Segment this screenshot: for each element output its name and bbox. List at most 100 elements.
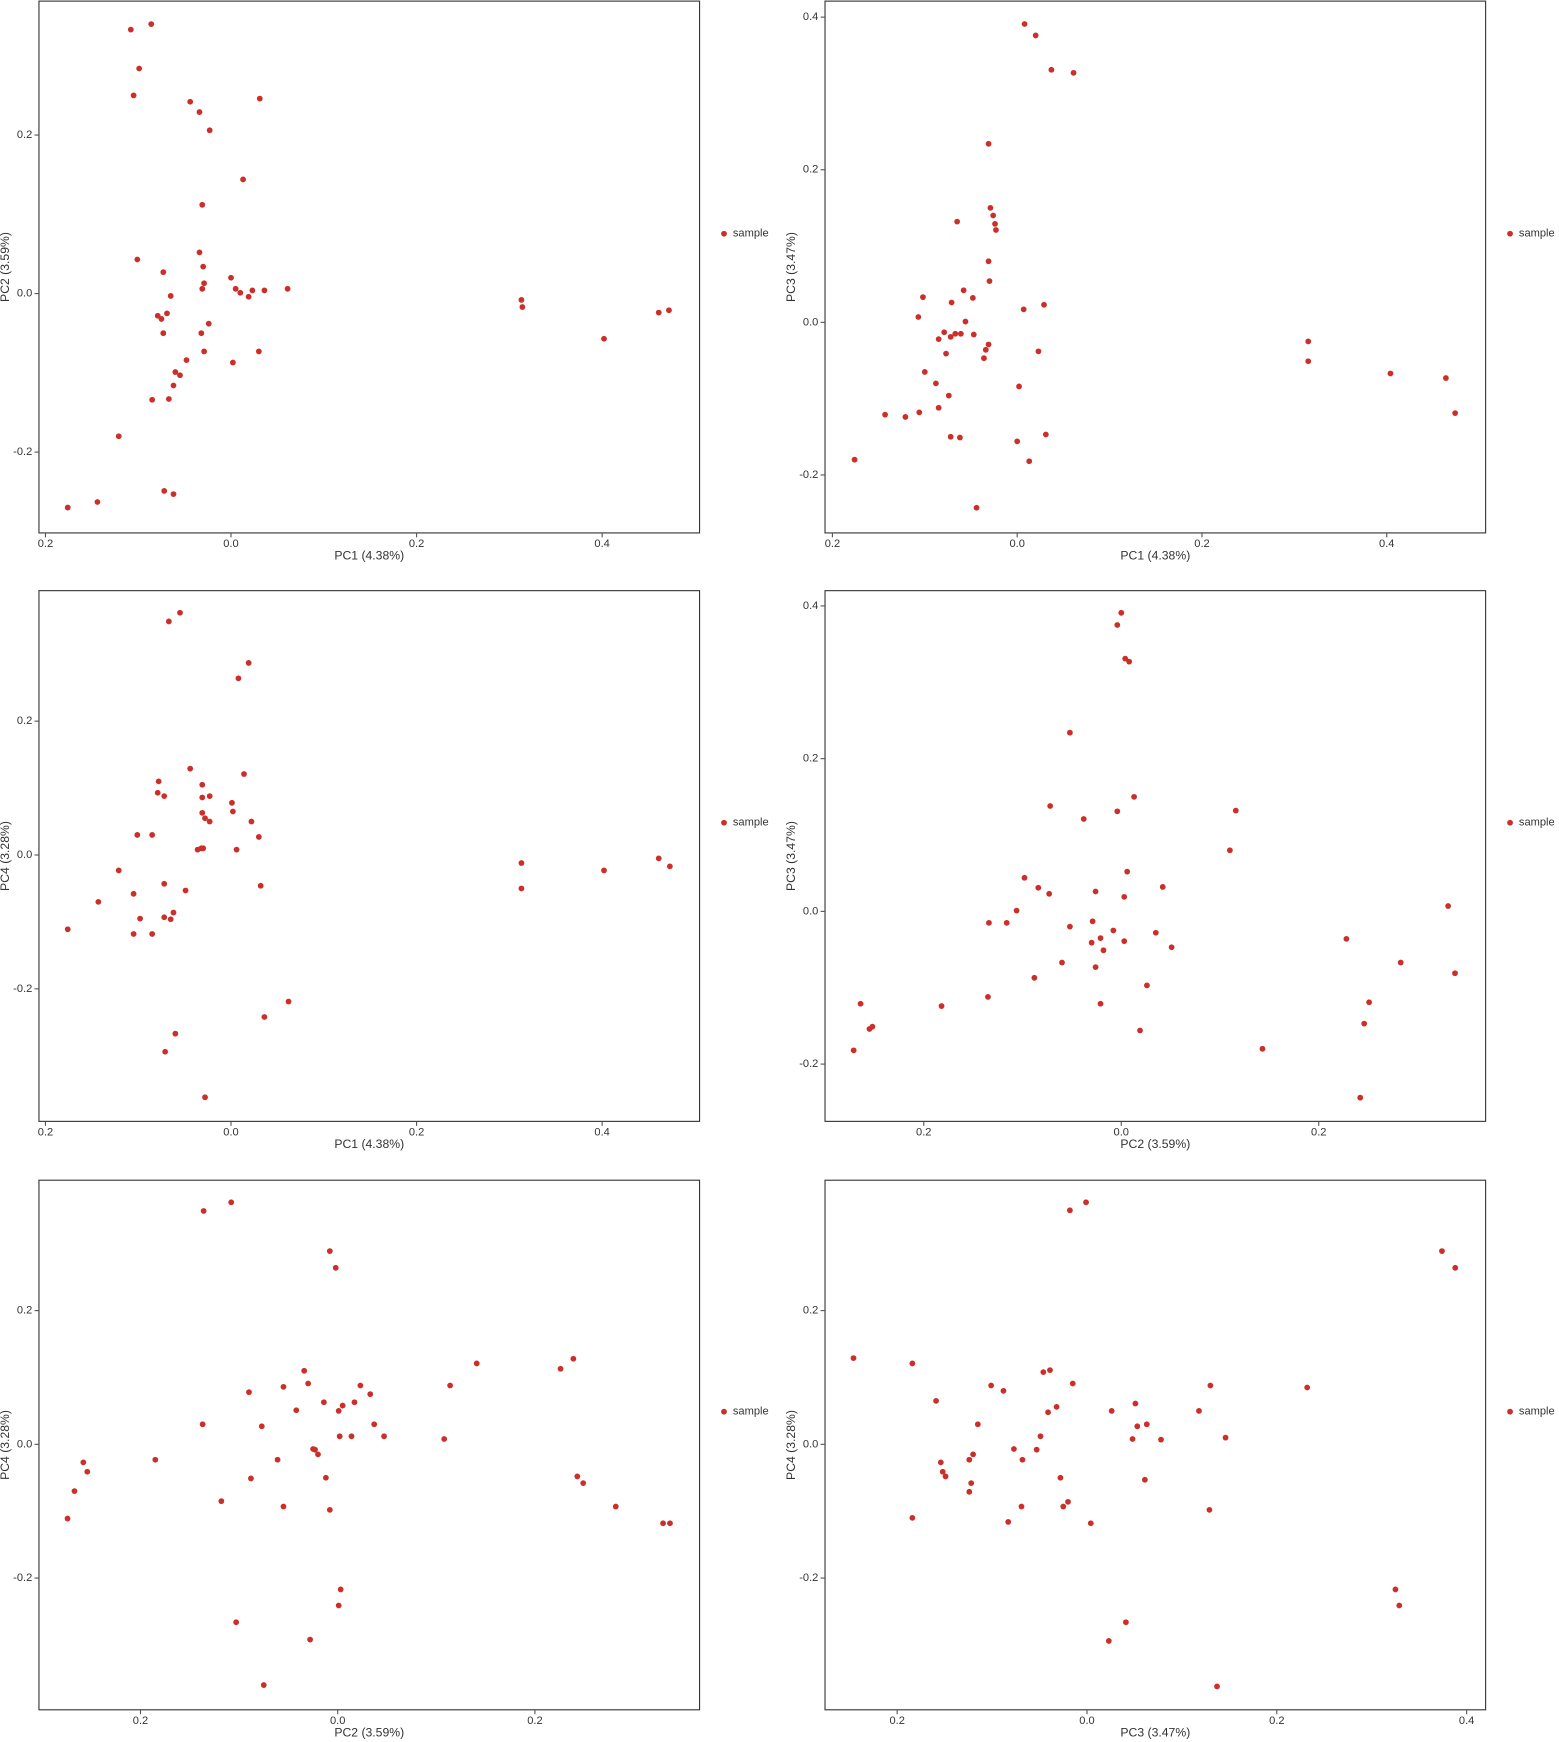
data-point bbox=[371, 1421, 378, 1428]
x-tick-label: 0.2 bbox=[1311, 1126, 1326, 1138]
data-point bbox=[158, 316, 165, 322]
data-point bbox=[580, 1480, 587, 1487]
data-point bbox=[218, 1498, 225, 1505]
data-point bbox=[1105, 1638, 1112, 1644]
data-point bbox=[518, 885, 525, 892]
x-tick-label: 0.2 bbox=[916, 1126, 931, 1138]
data-point bbox=[1016, 383, 1022, 390]
data-point bbox=[245, 660, 252, 666]
data-point bbox=[1452, 970, 1458, 977]
x-axis-title: PC2 (3.59%) bbox=[334, 1725, 404, 1739]
data-point bbox=[1207, 1382, 1214, 1389]
y-tick-label: 0.0 bbox=[17, 288, 32, 300]
data-point bbox=[1032, 32, 1039, 39]
data-point bbox=[1097, 1000, 1104, 1007]
data-point bbox=[1000, 1387, 1007, 1394]
data-point bbox=[937, 1459, 944, 1466]
x-tick-label: 0.0 bbox=[330, 1715, 345, 1727]
plot-frame bbox=[824, 590, 1487, 1122]
scatter-panel: 0.2 0.0 0.2 0.2 0.0 -0.2 PC2 (3.59%) PC4 (3.28%… bbox=[0, 1179, 769, 1739]
data-point bbox=[357, 1382, 364, 1389]
data-point bbox=[258, 1423, 265, 1430]
data-point bbox=[1040, 1369, 1047, 1376]
y-tick-label: -0.2 bbox=[13, 983, 32, 995]
data-point bbox=[1126, 658, 1133, 665]
x-tick-label: 0.2 bbox=[133, 1715, 148, 1727]
data-point bbox=[1137, 1027, 1143, 1034]
data-point bbox=[1214, 1683, 1220, 1690]
x-tick-label: 0.2 bbox=[1194, 538, 1209, 550]
data-point bbox=[348, 1433, 355, 1440]
data-point bbox=[255, 348, 262, 355]
data-point bbox=[260, 1682, 267, 1688]
data-point bbox=[1042, 431, 1049, 438]
data-point bbox=[1035, 884, 1042, 891]
data-point bbox=[1452, 410, 1459, 417]
y-tick-label: -0.2 bbox=[799, 1058, 818, 1070]
data-point bbox=[115, 433, 122, 440]
scatter-panel: 0.2 0.0 0.2 0.4 0.2 0.0 -0.2 PC3 (3.47%) PC4 (3.… bbox=[784, 1179, 1555, 1739]
data-point bbox=[1343, 935, 1350, 942]
data-point bbox=[196, 249, 203, 256]
data-point bbox=[988, 1382, 995, 1389]
data-point bbox=[1114, 808, 1121, 815]
data-point bbox=[248, 818, 255, 825]
data-point bbox=[993, 227, 999, 233]
data-point bbox=[1159, 884, 1166, 890]
y-axis-title: PC4 (3.28%) bbox=[0, 821, 12, 891]
y-tick-label: 0.0 bbox=[17, 1438, 32, 1450]
x-tick-label: 0.2 bbox=[889, 1715, 904, 1727]
plot-frame bbox=[824, 0, 1487, 534]
data-point bbox=[1100, 947, 1107, 954]
data-point bbox=[1134, 1423, 1141, 1430]
data-point bbox=[339, 1402, 346, 1409]
data-point bbox=[95, 898, 102, 905]
data-point bbox=[162, 1048, 169, 1055]
data-point bbox=[1361, 1020, 1368, 1027]
x-tick-label: 0.0 bbox=[223, 1126, 238, 1138]
data-point bbox=[199, 201, 206, 208]
y-axis-title: PC4 (3.28%) bbox=[784, 1410, 798, 1480]
data-point bbox=[1057, 1474, 1064, 1481]
data-point bbox=[199, 1421, 206, 1428]
data-point bbox=[935, 404, 942, 411]
data-point bbox=[160, 330, 167, 337]
data-point bbox=[199, 781, 206, 788]
data-point bbox=[1222, 1434, 1229, 1441]
data-point bbox=[1067, 1207, 1073, 1214]
data-point bbox=[1206, 1506, 1213, 1513]
y-axis-title: PC3 (3.47%) bbox=[784, 821, 798, 891]
data-point bbox=[206, 127, 213, 134]
data-point bbox=[229, 799, 235, 806]
x-tick-label: 0.4 bbox=[594, 1126, 609, 1138]
data-point bbox=[969, 295, 976, 301]
data-point bbox=[986, 278, 993, 285]
data-point bbox=[570, 1355, 577, 1362]
data-point bbox=[601, 867, 607, 874]
data-point bbox=[1397, 959, 1404, 966]
data-point bbox=[960, 287, 967, 294]
data-point bbox=[232, 285, 239, 292]
data-point bbox=[1037, 1433, 1044, 1440]
data-point bbox=[199, 794, 206, 801]
data-point bbox=[1033, 1446, 1040, 1453]
data-point bbox=[1060, 1503, 1067, 1510]
data-point bbox=[1439, 1248, 1445, 1254]
plot-frame bbox=[38, 1179, 701, 1711]
data-point bbox=[152, 1456, 159, 1463]
data-point bbox=[1005, 1519, 1012, 1525]
data-point bbox=[882, 411, 888, 418]
data-point bbox=[201, 348, 207, 355]
data-point bbox=[170, 491, 177, 497]
data-point bbox=[1067, 729, 1073, 736]
data-point bbox=[177, 609, 183, 616]
plot-frame bbox=[38, 0, 701, 534]
data-point bbox=[948, 299, 955, 306]
data-point bbox=[183, 357, 190, 364]
data-point bbox=[1305, 338, 1312, 345]
data-point bbox=[660, 1520, 666, 1527]
data-point bbox=[170, 382, 177, 389]
x-axis-title: PC1 (4.38%) bbox=[334, 1137, 404, 1151]
data-point bbox=[199, 285, 206, 292]
data-point bbox=[1097, 935, 1104, 941]
